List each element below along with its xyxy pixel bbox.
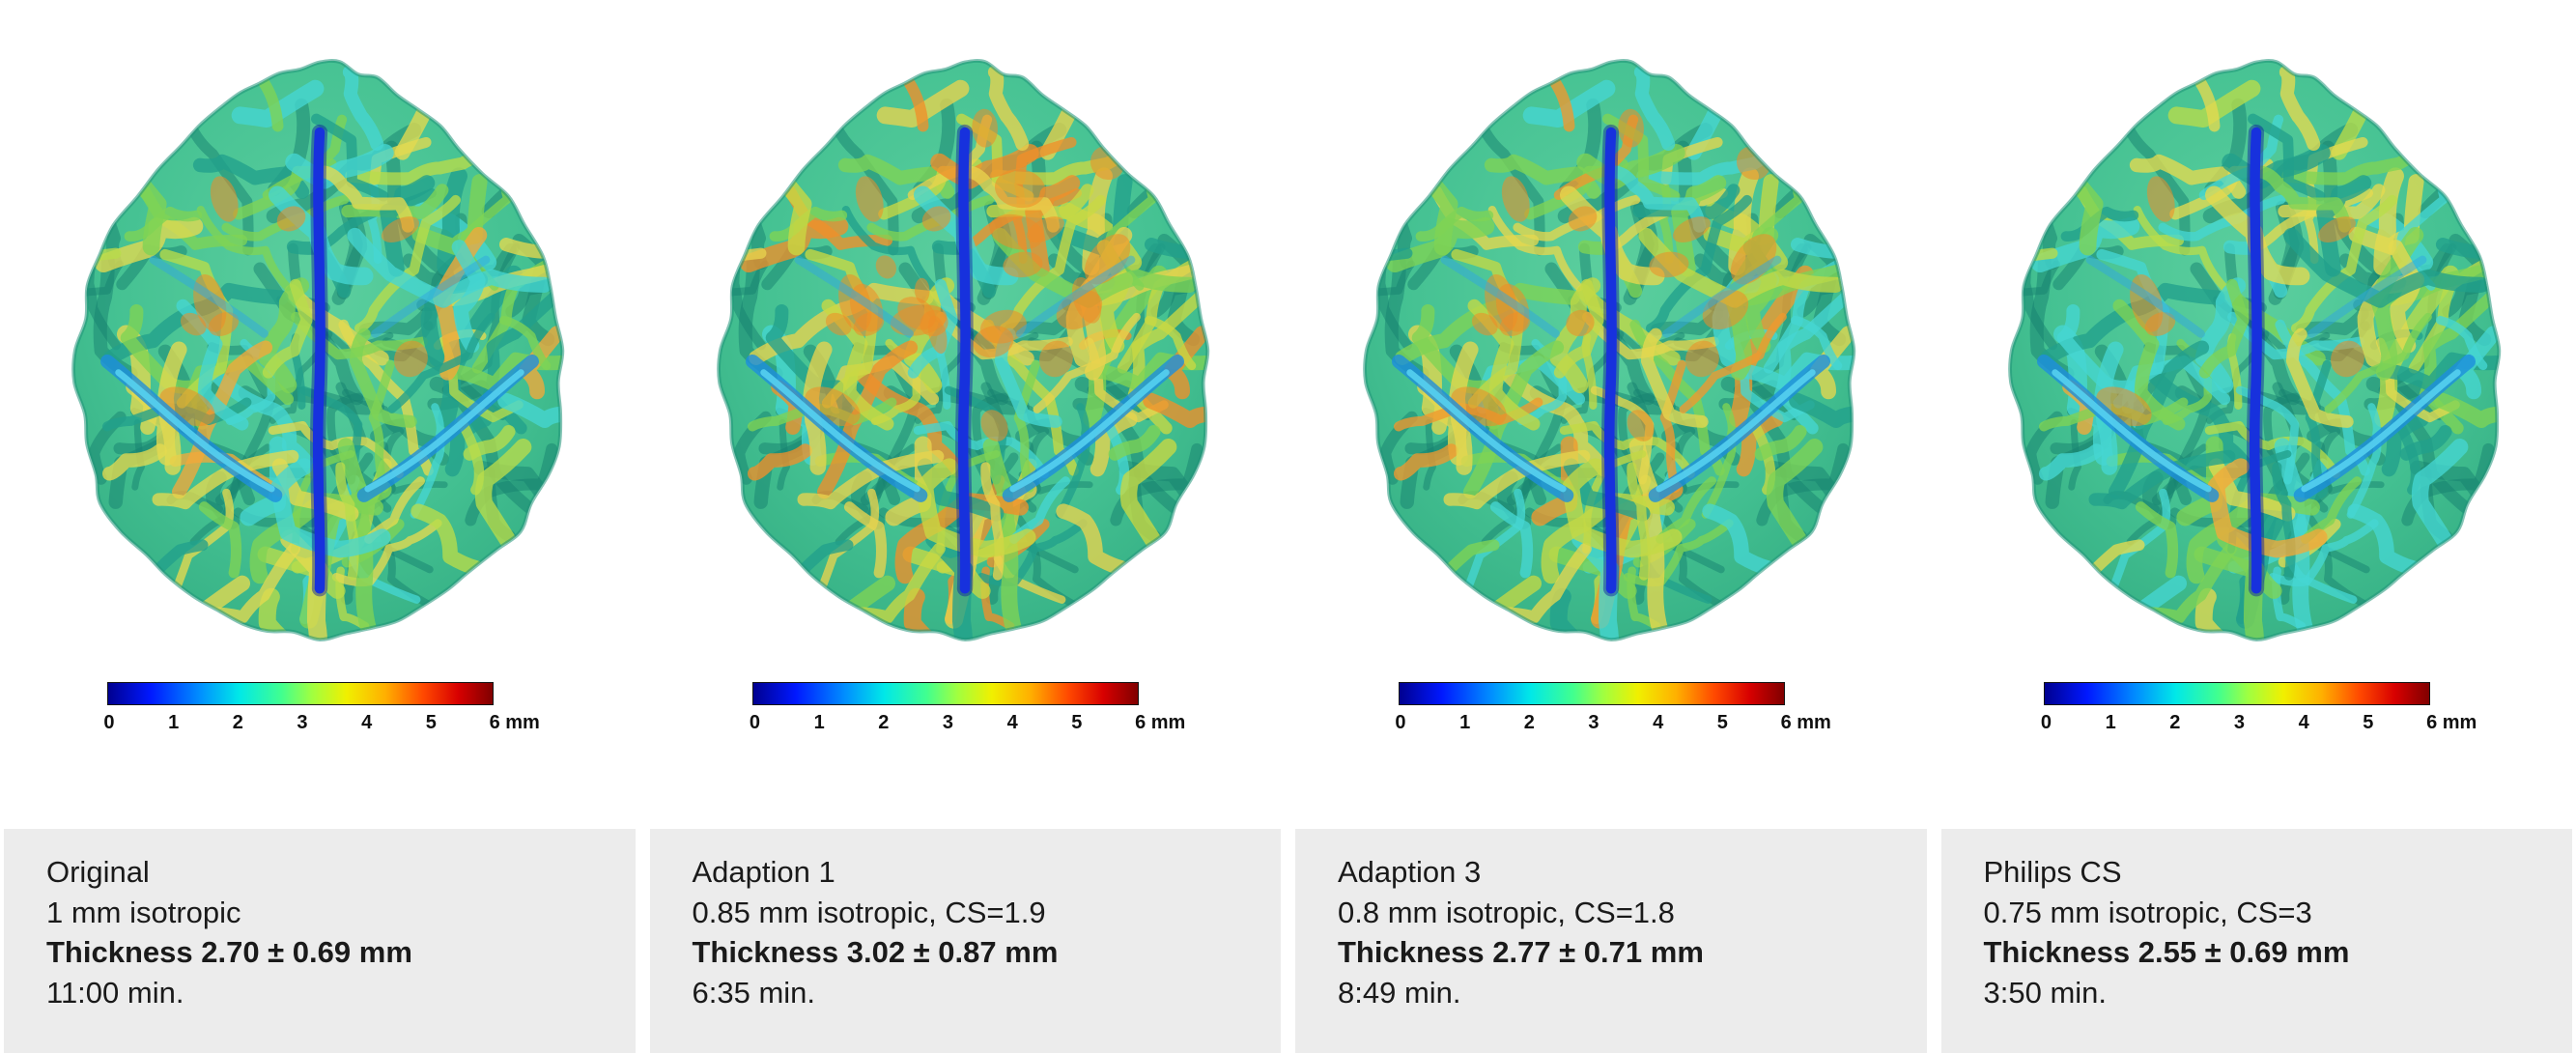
- colorbar-tick-label: 4: [1006, 712, 1018, 733]
- colorbar-tick-label: 2: [1523, 712, 1535, 733]
- colorbar-tick-labels: 0 1 2 3 4 5 6 mm: [1395, 710, 1830, 743]
- colorbar-tick-label: 3: [2233, 712, 2246, 733]
- brain-render-row: 0 1 2 3 4 5 6 mm 0 1 2 3 4 5 6 mm 0 1 2 3 4 5 6 mm 0 1 2 3 4 5 6…: [4, 0, 2573, 829]
- colorbar-tick-labels: 0 1 2 3 4 5 6 mm: [103, 710, 539, 743]
- colorbar-tick-label: 1: [1459, 712, 1471, 733]
- brain-surface-render: [2008, 58, 2502, 642]
- thickness-value: Thickness 2.55 ± 0.69 mm: [1983, 935, 2350, 969]
- colorbar-tick-label: 1: [813, 712, 825, 733]
- resolution-text: 0.75 mm isotropic, CS=3: [1983, 895, 2312, 929]
- colorbar-tick-labels: 0 1 2 3 4 5 6 mm: [749, 710, 1185, 743]
- method-title: Original: [46, 855, 150, 889]
- runtime-text: 8:49 min.: [1338, 975, 1461, 1010]
- colorbar-tick-label: 5: [1071, 712, 1083, 733]
- thickness-value: Thickness 2.77 ± 0.71 mm: [1338, 935, 1704, 969]
- colorbar-tick-label: 0: [1395, 712, 1406, 733]
- render-panel-philips-cs: 0 1 2 3 4 5 6 mm: [1941, 0, 2573, 829]
- thickness-colorbar: 0 1 2 3 4 5 6 mm: [1395, 682, 1831, 743]
- colorbar-tick-label: 2: [232, 712, 243, 733]
- colorbar-tick-label: 0: [103, 712, 115, 733]
- colorbar-tick-label: 2: [878, 712, 890, 733]
- brain-surface-render: [717, 58, 1210, 642]
- render-panel-adaption-1: 0 1 2 3 4 5 6 mm: [650, 0, 1282, 829]
- brain-surface-render: [1362, 58, 1855, 642]
- colorbar-tick-label: 1: [168, 712, 180, 733]
- colorbar-tick-label: 5: [425, 712, 437, 733]
- colorbar-tick-label: 3: [942, 712, 954, 733]
- colorbar-tick-label: 1: [2105, 712, 2116, 733]
- colorbar-gradient-bar: [1398, 682, 1785, 705]
- method-title: Adaption 3: [1338, 855, 1482, 889]
- render-panel-adaption-3: 0 1 2 3 4 5 6 mm: [1295, 0, 1927, 829]
- colorbar-gradient-bar: [2044, 682, 2431, 705]
- colorbar-unit-label: 6 mm: [2426, 712, 2477, 733]
- thickness-colorbar: 0 1 2 3 4 5 6 mm: [2040, 682, 2477, 743]
- thickness-colorbar: 0 1 2 3 4 5 6 mm: [749, 682, 1185, 743]
- resolution-text: 1 mm isotropic: [46, 895, 241, 929]
- colorbar-tick-label: 0: [2040, 712, 2052, 733]
- thickness-colorbar: 0 1 2 3 4 5 6 mm: [103, 682, 540, 743]
- caption-row: Original 1 mm isotropic Thickness 2.70 ±…: [0, 829, 2576, 1053]
- colorbar-tick-label: 5: [1716, 712, 1728, 733]
- runtime-text: 3:50 min.: [1983, 975, 2108, 1010]
- caption-panel-adaption-1: Adaption 1 0.85 mm isotropic, CS=1.9 Thi…: [649, 829, 1281, 1053]
- resolution-text: 0.85 mm isotropic, CS=1.9: [692, 895, 1046, 929]
- runtime-text: 11:00 min.: [46, 975, 184, 1010]
- colorbar-tick-label: 2: [2169, 712, 2181, 733]
- colorbar-tick-label: 5: [2363, 712, 2374, 733]
- render-panel-original: 0 1 2 3 4 5 6 mm: [4, 0, 636, 829]
- resolution-text: 0.8 mm isotropic, CS=1.8: [1338, 895, 1675, 929]
- colorbar-unit-label: 6 mm: [1780, 712, 1831, 733]
- colorbar-tick-label: 4: [361, 712, 373, 733]
- colorbar-tick-label: 4: [2298, 712, 2309, 733]
- method-title: Adaption 1: [692, 855, 835, 889]
- colorbar-tick-label: 4: [1653, 712, 1664, 733]
- colorbar-tick-label: 3: [297, 712, 308, 733]
- colorbar-gradient-bar: [106, 682, 494, 705]
- runtime-text: 6:35 min.: [692, 975, 816, 1010]
- caption-panel-philips-cs: Philips CS 0.75 mm isotropic, CS=3 Thick…: [1940, 829, 2572, 1053]
- thickness-value: Thickness 2.70 ± 0.69 mm: [46, 935, 412, 969]
- colorbar-tick-label: 0: [749, 712, 761, 733]
- colorbar-gradient-bar: [752, 682, 1140, 705]
- colorbar-tick-labels: 0 1 2 3 4 5 6 mm: [2040, 710, 2477, 743]
- colorbar-tick-label: 3: [1588, 712, 1599, 733]
- colorbar-unit-label: 6 mm: [1135, 712, 1186, 733]
- thickness-value: Thickness 3.02 ± 0.87 mm: [692, 935, 1059, 969]
- method-title: Philips CS: [1983, 855, 2122, 889]
- caption-panel-original: Original 1 mm isotropic Thickness 2.70 ±…: [4, 829, 636, 1053]
- colorbar-unit-label: 6 mm: [489, 712, 540, 733]
- caption-panel-adaption-3: Adaption 3 0.8 mm isotropic, CS=1.8 Thic…: [1295, 829, 1927, 1053]
- brain-surface-render: [71, 58, 564, 642]
